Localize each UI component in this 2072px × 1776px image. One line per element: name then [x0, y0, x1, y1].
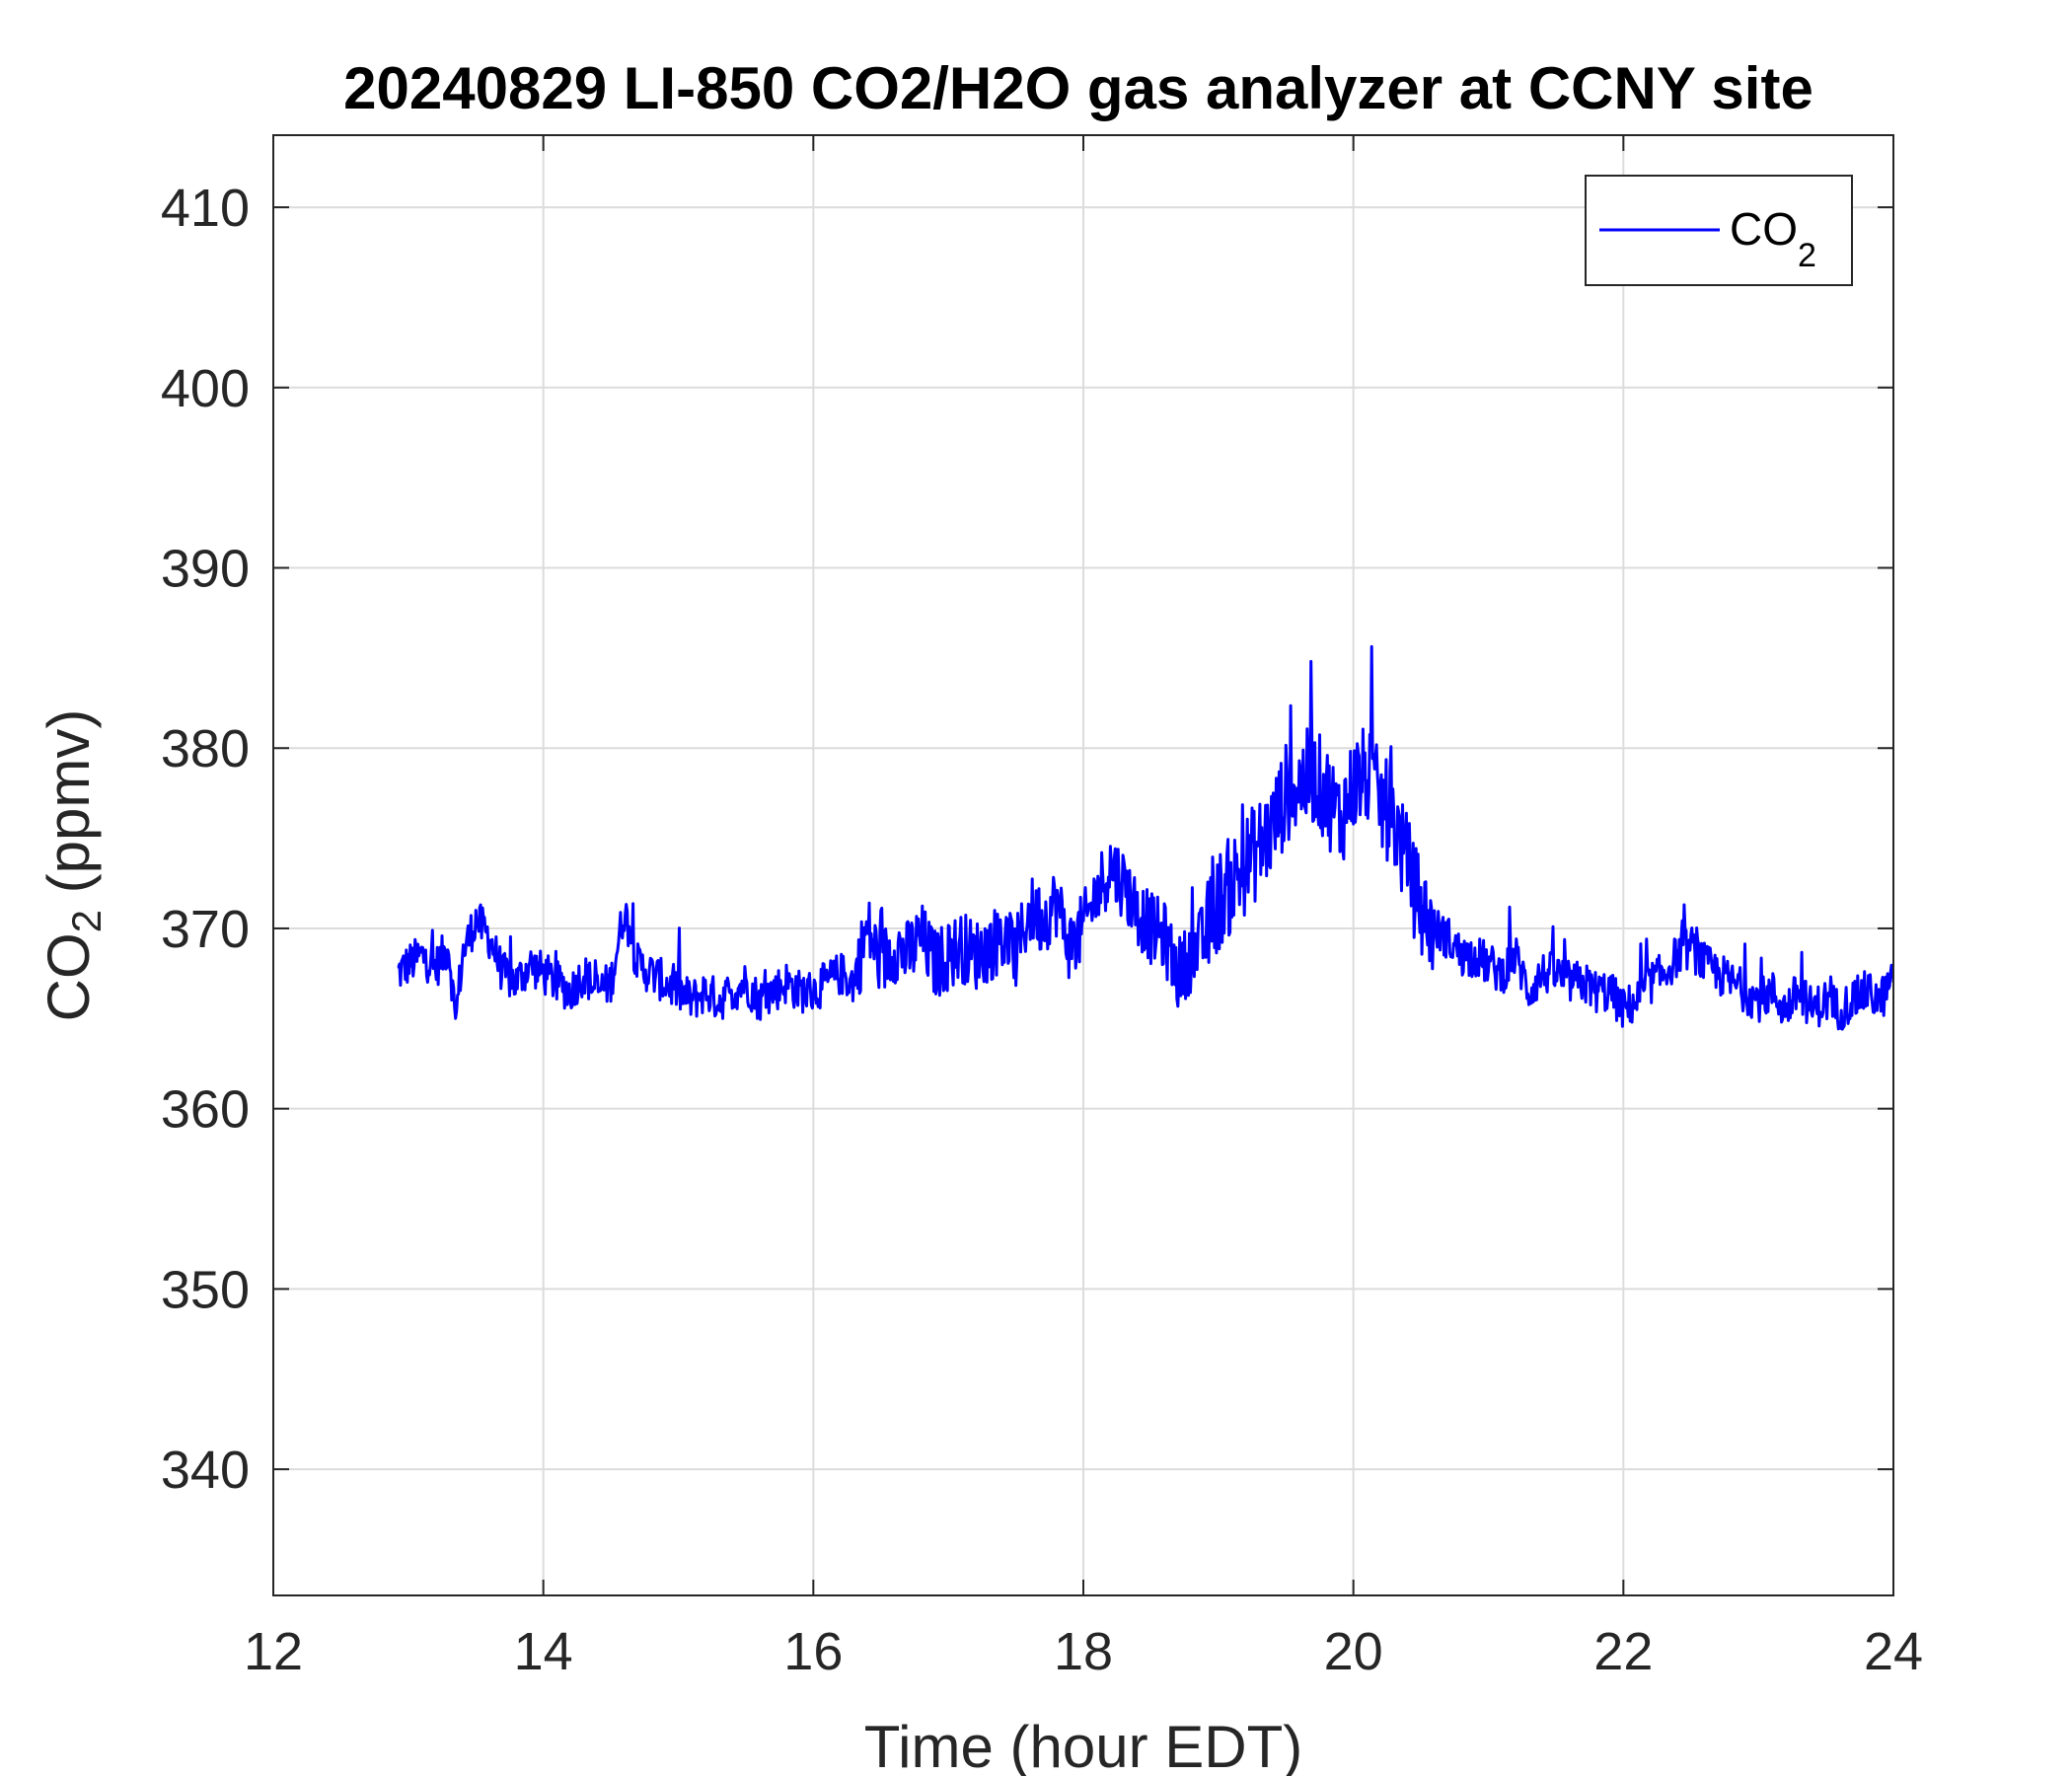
y-axis-label-unit: (ppmv) — [36, 709, 102, 910]
y-tick-label-340: 340 — [161, 1441, 250, 1500]
y-axis-label-subscript: 2 — [63, 910, 110, 932]
x-tick-label-18: 18 — [1054, 1622, 1113, 1681]
x-tick-label-24: 24 — [1864, 1622, 1923, 1681]
y-axis-label-main: CO — [36, 932, 102, 1021]
y-tick-label-380: 380 — [161, 719, 250, 778]
chart-title: 20240829 LI-850 CO2/H2O gas analyzer at … — [343, 55, 1813, 121]
series-line-co2 — [397, 644, 1893, 1031]
x-tick-label-14: 14 — [514, 1622, 573, 1681]
y-tick-label-370: 370 — [161, 900, 250, 959]
x-tick-label-20: 20 — [1324, 1622, 1383, 1681]
x-tick-label-22: 22 — [1593, 1622, 1653, 1681]
x-tick-label-12: 12 — [244, 1622, 303, 1681]
plot-frame — [272, 134, 1894, 1596]
y-axis: 340 350 360 370 380 390 400 410 — [161, 179, 1893, 1500]
legend-label-main: CO — [1730, 203, 1798, 255]
y-tick-label-400: 400 — [161, 359, 250, 418]
series-layer — [397, 644, 1893, 1031]
y-tick-label-390: 390 — [161, 540, 250, 599]
y-axis-label: CO2 (ppmv) — [36, 709, 110, 1022]
legend: CO2 — [1585, 175, 1853, 286]
x-axis-label: Time (hour EDT) — [864, 1714, 1303, 1776]
x-tick-label-16: 16 — [783, 1622, 843, 1681]
legend-label-subscript: 2 — [1798, 237, 1816, 274]
y-tick-label-360: 360 — [161, 1080, 250, 1140]
y-tick-label-410: 410 — [161, 179, 250, 238]
x-axis: 12 14 16 18 20 22 24 — [244, 135, 1923, 1681]
y-tick-label-350: 350 — [161, 1260, 250, 1319]
legend-label-co2: CO2 — [1730, 203, 1816, 274]
